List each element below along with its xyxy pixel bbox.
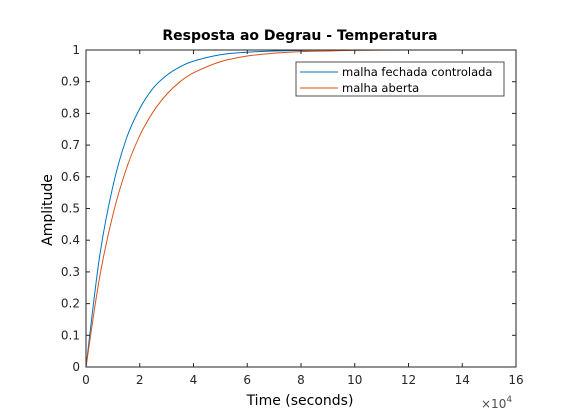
x-tick-label: 10 [347,373,362,387]
legend-label-open-loop: malha aberta [342,81,419,95]
x-tick-label: 6 [243,373,251,387]
legend: malha fechada controlada malha aberta [295,61,505,97]
y-tick-label: 1 [72,43,80,57]
x-axis-label: Time (seconds) [246,393,354,409]
y-tick-label: 0.5 [61,202,80,216]
x-tick-label: 14 [455,373,470,387]
x-axis-exponent: ×104 [481,395,512,411]
y-tick-label: 0.9 [61,75,80,89]
x-tick-label: 2 [136,373,144,387]
y-tick-label: 0.6 [61,170,80,184]
x-tick-label: 12 [401,373,416,387]
x-axis-ticks: 0 2 4 6 8 10 12 14 16 [82,50,524,387]
legend-box [295,61,505,97]
x-exponent-power: 4 [506,395,512,405]
y-tick-label: 0.1 [61,328,80,342]
x-tick-label: 0 [82,373,90,387]
y-tick-label: 0.3 [61,265,80,279]
x-tick-label: 16 [508,373,523,387]
y-tick-label: 0.7 [61,138,80,152]
x-tick-label: 4 [190,373,198,387]
y-axis-ticks: 0 0.1 0.2 0.3 0.4 0.5 0.6 0.7 0.8 0.9 1 [61,43,516,374]
chart-title: Resposta ao Degrau - Temperatura [162,28,437,44]
y-tick-label: 0.2 [61,297,80,311]
y-tick-label: 0.8 [61,106,80,120]
x-tick-label: 8 [297,373,305,387]
legend-label-closed-loop: malha fechada controlada [342,65,492,79]
y-tick-label: 0 [72,360,80,374]
y-tick-label: 0.4 [61,233,80,247]
plot-area [86,50,516,367]
y-axis-label: Amplitude [40,174,56,246]
x-exponent-base: ×10 [481,397,506,411]
